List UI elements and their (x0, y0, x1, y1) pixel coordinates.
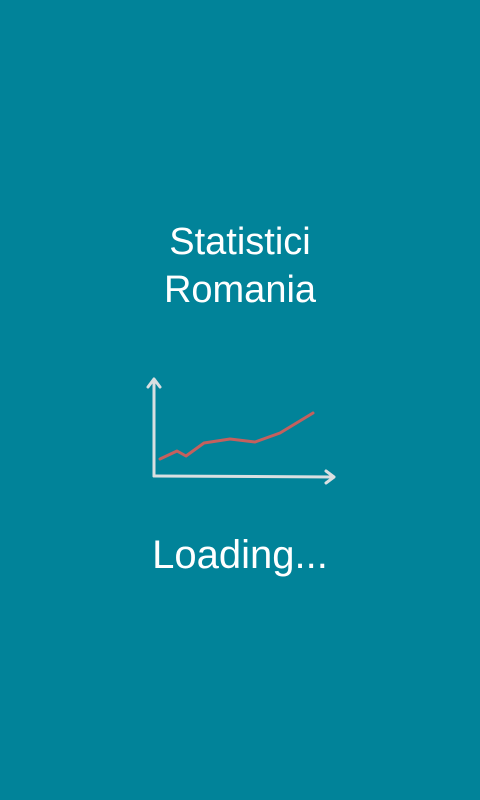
app-title: Statistici Romania (0, 218, 480, 314)
app-title-line2: Romania (163, 269, 317, 311)
y-axis (146, 377, 162, 478)
trend-line (158, 411, 315, 461)
x-axis (152, 469, 336, 485)
app-title-line1: Statistici (169, 221, 311, 263)
line-chart-icon (146, 377, 336, 485)
loading-text: Loading... (152, 533, 328, 577)
chart-axes (146, 377, 336, 485)
